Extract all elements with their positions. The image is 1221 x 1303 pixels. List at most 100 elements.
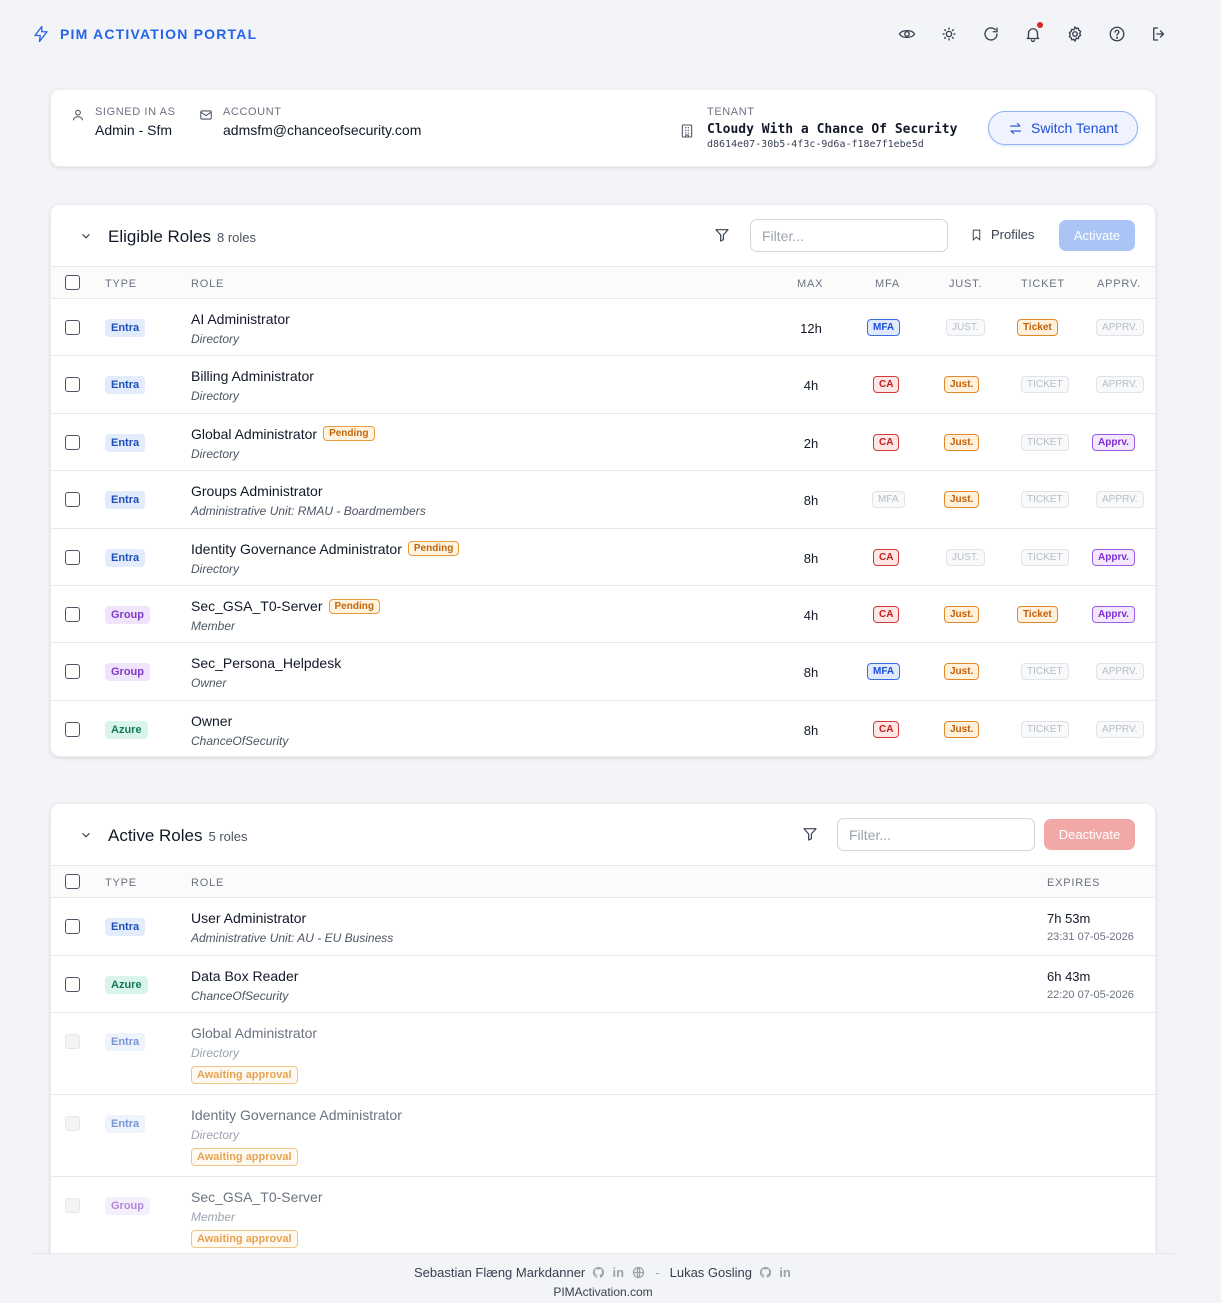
refresh-icon[interactable] [981, 24, 1001, 44]
justification-pill: Just. [944, 720, 980, 738]
row-checkbox[interactable] [65, 320, 80, 335]
globe-icon[interactable] [631, 1266, 645, 1280]
justification-pill: Just. [944, 433, 980, 451]
justification-pill: Just. [944, 663, 980, 681]
help-icon[interactable] [1107, 24, 1127, 44]
type-badge: Entra [105, 319, 146, 337]
type-badge: Azure [105, 720, 148, 739]
mfa-pill: MFA [872, 491, 905, 509]
footer-site-link[interactable]: PIMActivation.com [553, 1285, 653, 1299]
active-table-header: TYPE ROLE EXPIRES [51, 866, 1155, 898]
profiles-button[interactable]: Profiles [970, 227, 1034, 242]
github-icon[interactable] [591, 1266, 605, 1280]
table-row[interactable]: Entra Identity Governance Administrator Pe… [51, 529, 1155, 586]
bell-icon[interactable] [1023, 22, 1043, 44]
row-checkbox[interactable] [65, 721, 80, 737]
mfa-pill: CA [873, 606, 900, 623]
select-all-checkbox[interactable] [65, 275, 80, 290]
role-name: Sec_GSA_T0-Server Pending [191, 598, 380, 614]
gear-icon[interactable] [1065, 24, 1085, 44]
table-row[interactable]: Group Sec_GSA_T0-Server Pending Member 4h CA J… [51, 586, 1155, 644]
github-icon[interactable] [758, 1266, 772, 1280]
table-row[interactable]: Entra Groups Administrator Administrative … [51, 471, 1155, 529]
linkedin-icon[interactable]: in [612, 1265, 625, 1280]
role-count: 8 roles [217, 230, 257, 245]
table-row[interactable]: Azure Owner ChanceOfSecurity 8h CA Just. TICKE… [51, 701, 1155, 758]
type-badge: Entra [105, 918, 146, 936]
col-apprv: APPRV. [1097, 278, 1141, 290]
table-row[interactable]: Azure Data Box Reader ChanceOfSecurity 6h 4… [51, 956, 1155, 1013]
row-checkbox[interactable] [65, 976, 80, 992]
app-title: PIM ACTIVATION PORTAL [60, 26, 258, 42]
row-checkbox[interactable] [65, 377, 80, 393]
row-checkbox[interactable] [65, 492, 80, 508]
activate-button[interactable]: Activate [1059, 220, 1135, 251]
row-checkbox[interactable] [65, 607, 80, 622]
max-duration: 4h [803, 608, 819, 623]
row-checkbox [65, 1198, 80, 1213]
logout-icon[interactable] [1149, 24, 1169, 44]
notification-dot [1037, 22, 1043, 28]
footer: Sebastian Flæng Markdanner in - Lukas Go… [32, 1253, 1174, 1303]
type-badge: Group [105, 663, 150, 682]
row-checkbox[interactable] [65, 919, 80, 934]
role-name-text: Owner [191, 712, 233, 729]
role-name: Groups Administrator [191, 483, 323, 499]
account-card: SIGNED IN AS Admin - Sfm ACCOUNT admsfm@… [50, 89, 1156, 167]
table-row[interactable]: Entra Billing Administrator Directory 4h CA J… [51, 356, 1155, 414]
table-row[interactable]: Entra Global Administrator Pending Director… [51, 414, 1155, 472]
switch-tenant-label: Switch Tenant [1031, 120, 1118, 136]
mfa-pill: CA [873, 433, 900, 451]
max-duration: 4h [803, 378, 819, 394]
section-title: Active Roles 5 roles [108, 826, 248, 846]
switch-tenant-button[interactable]: Switch Tenant [988, 111, 1138, 145]
expires-at: 22:20 07-05-2026 [1047, 988, 1134, 1001]
role-scope: Directory [191, 446, 240, 461]
eligible-filter-input[interactable] [750, 219, 948, 252]
ticket-pill: TICKET [1021, 720, 1069, 738]
lightning-icon [34, 25, 48, 43]
profiles-label: Profiles [991, 227, 1035, 242]
swap-icon [1009, 122, 1022, 134]
type-badge: Group [105, 606, 150, 624]
role-scope: Owner [191, 676, 227, 691]
row-checkbox [65, 1116, 80, 1131]
approval-pill: APPRV. [1096, 491, 1144, 509]
role-scope: Administrative Unit: RMAU - Boardmembers [191, 504, 426, 519]
col-mfa: MFA [875, 278, 901, 290]
account-block: ACCOUNT admsfm@chanceofsecurity.com [199, 106, 421, 138]
role-name: Owner [191, 713, 232, 729]
role-scope: Administrative Unit: AU - EU Business [191, 931, 394, 945]
collapse-chevron-icon[interactable] [79, 229, 93, 243]
role-name: User Administrator [191, 910, 307, 926]
table-row[interactable]: Group Sec_Persona_Helpdesk Owner 8h MFA Just.… [51, 643, 1155, 701]
eye-icon[interactable] [897, 24, 917, 44]
justification-pill: Just. [944, 376, 980, 394]
row-checkbox[interactable] [65, 664, 80, 680]
filter-icon[interactable] [714, 227, 732, 245]
deactivate-button[interactable]: Deactivate [1044, 819, 1135, 850]
type-badge: Entra [105, 433, 146, 452]
approval-pill: APPRV. [1096, 663, 1144, 681]
row-checkbox[interactable] [65, 549, 80, 565]
sun-icon[interactable] [939, 24, 959, 44]
table-row[interactable]: Entra User Administrator Administrative Un… [51, 898, 1155, 956]
tenant-name: Cloudy With a Chance Of Security [707, 122, 958, 137]
brand: PIM ACTIVATION PORTAL [32, 24, 257, 44]
table-row[interactable]: Entra AI Administrator Directory 12h MFA JUST… [51, 299, 1155, 357]
expires-remaining: 7h 53m [1047, 911, 1091, 926]
select-all-checkbox[interactable] [65, 874, 80, 889]
row-checkbox[interactable] [65, 434, 80, 450]
mail-icon [200, 110, 212, 120]
pending-badge: Pending [328, 598, 380, 614]
type-badge: Group [105, 1197, 150, 1215]
col-role: ROLE [191, 877, 225, 889]
role-name: Identity Governance Administrator [191, 1107, 402, 1123]
type-badge: Entra [105, 1033, 146, 1051]
collapse-chevron-icon[interactable] [79, 828, 93, 842]
active-filter-input[interactable] [837, 818, 1035, 851]
linkedin-icon[interactable]: in [779, 1265, 791, 1280]
ticket-pill: TICKET [1021, 663, 1069, 681]
filter-icon[interactable] [802, 826, 820, 844]
role-name-text: Identity Governance Administrator [191, 540, 402, 557]
